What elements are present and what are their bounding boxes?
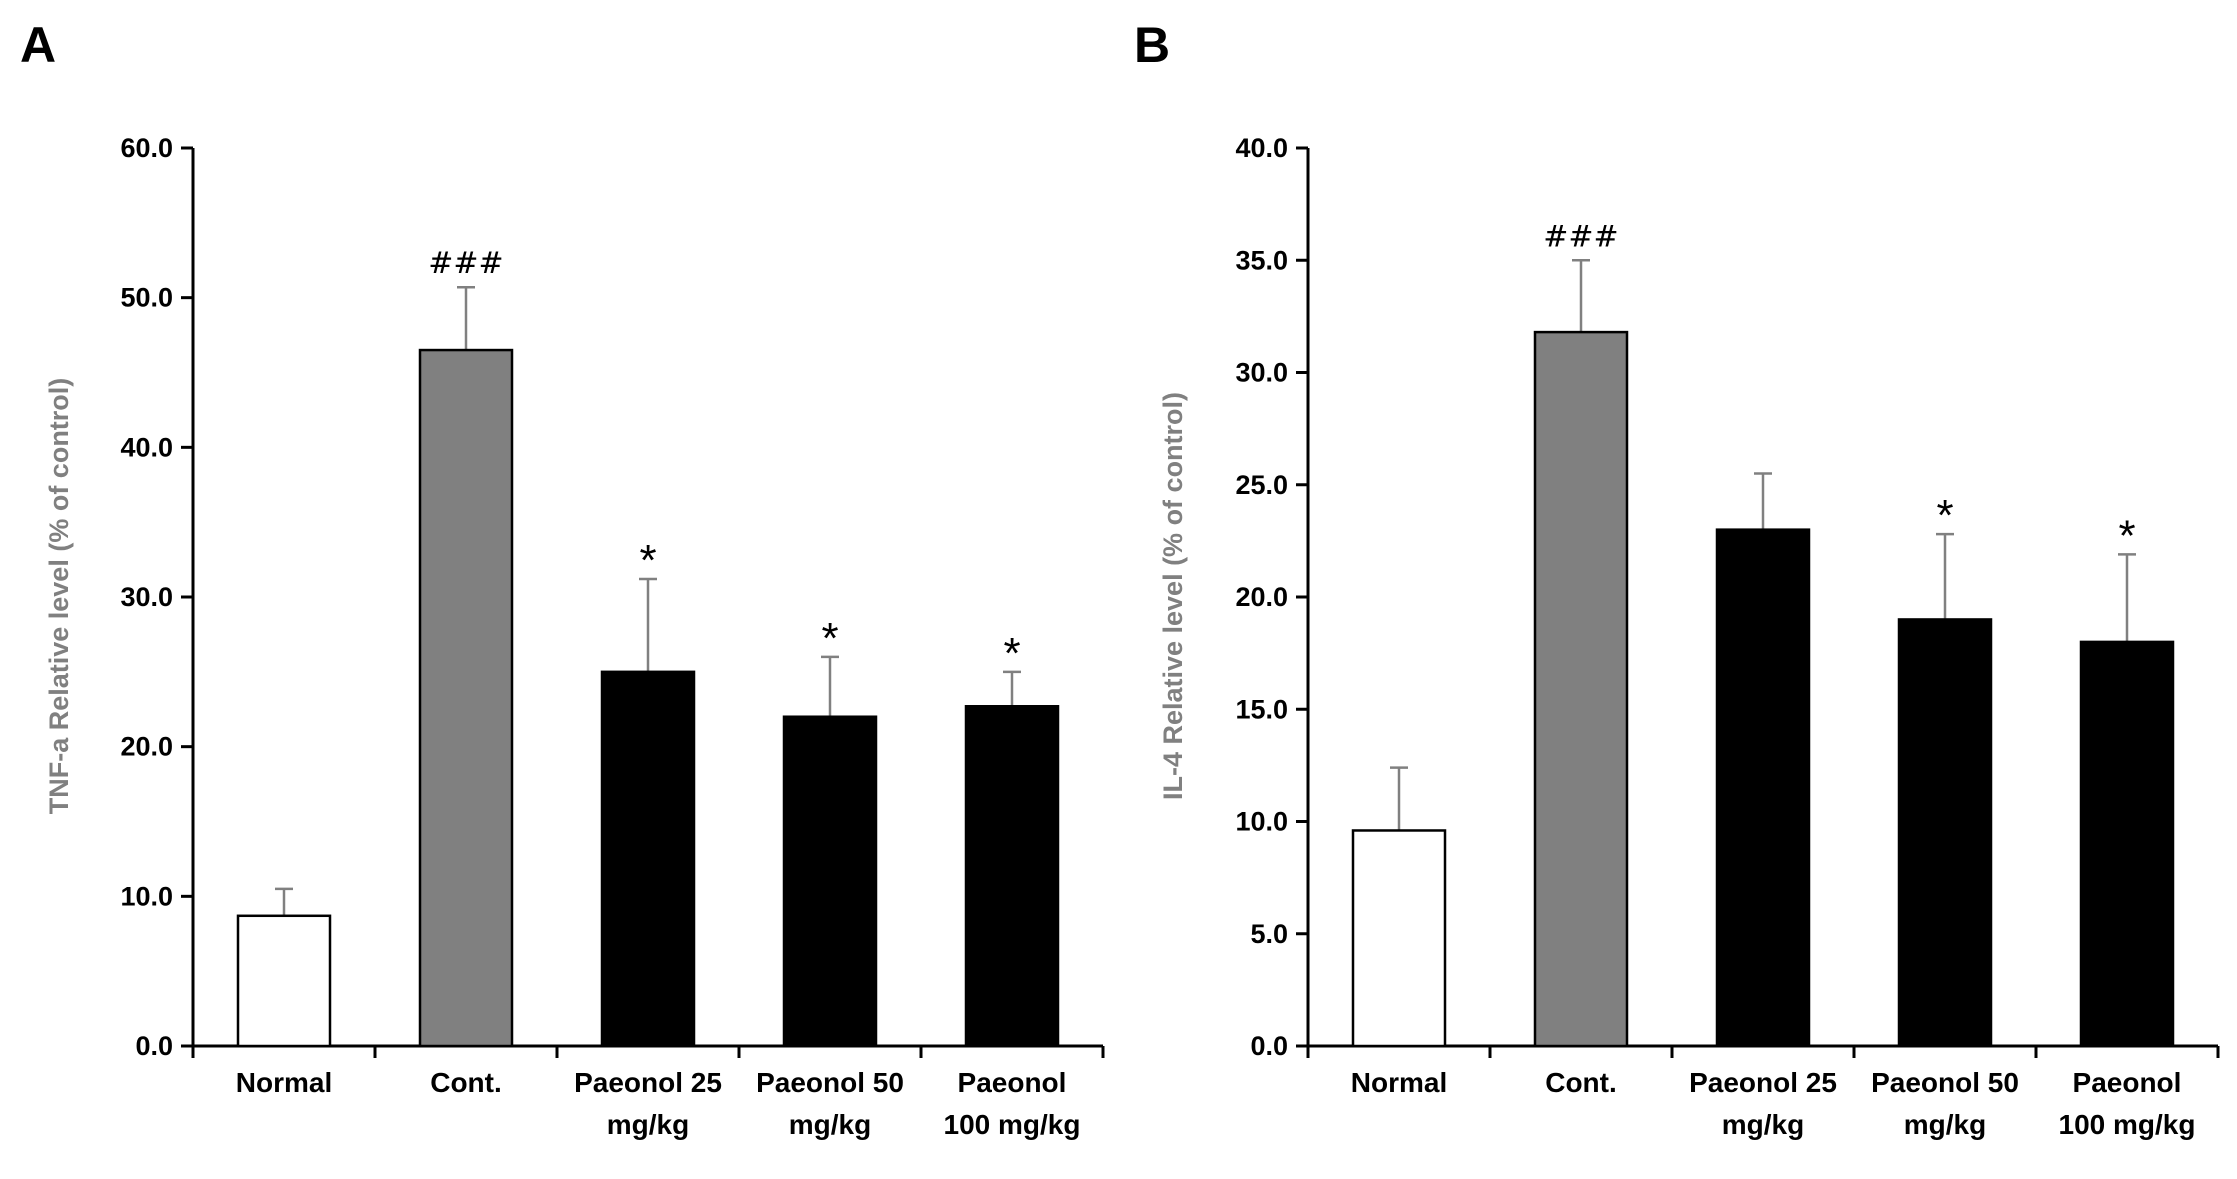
panel-a-annotations: ### * * *: [428, 246, 1020, 678]
panel-b-category-label: mg/kg: [1722, 1109, 1804, 1140]
panel-a-y-tick-label: 40.0: [120, 432, 173, 462]
panel-b-category-label: 100 mg/kg: [2059, 1109, 2196, 1140]
panel-a-bar-5: [964, 705, 1060, 1048]
panel-a-y-tick-label: 50.0: [120, 283, 173, 313]
panel-a-category-label: 100 mg/kg: [944, 1109, 1081, 1140]
panel-b-bar-3: [1715, 528, 1811, 1048]
panel-b-category-labels: Normal Cont. Paeonol 25 mg/kg Paeonol 50 mg/k…: [1351, 1067, 2196, 1140]
panel-a-category-label: mg/kg: [789, 1109, 871, 1140]
panel-b-annotation: *: [1936, 491, 1953, 540]
panel-a-category-label: Normal: [236, 1067, 332, 1098]
panel-a-bars: [236, 348, 1060, 1048]
panel-b-y-tick-label: 30.0: [1235, 358, 1288, 388]
panel-a-category-label: mg/kg: [607, 1109, 689, 1140]
panel-a-x-ticks: [191, 1046, 1105, 1058]
panel-a-error-bars: [275, 285, 1021, 916]
panel-a-y-tick-label: 20.0: [120, 732, 173, 762]
panel-a-category-label: Paeonol 50: [756, 1067, 904, 1098]
panel-a-y-ticks: 0.0 10.0 20.0 30.0 40.0 50.0 60.0: [120, 133, 193, 1061]
panel-b-y-tick-label: 40.0: [1235, 133, 1288, 163]
panel-a-bar-2: [418, 348, 514, 1048]
panel-a-chart: A TNF-a Relative level (% of control) 0.…: [20, 17, 1105, 1140]
panel-b-y-tick-label: 25.0: [1235, 470, 1288, 500]
panel-b-y-ticks: 0.0 5.0 10.0 15.0 20.0 25.0 30.0 35.0 40.0: [1235, 133, 1308, 1061]
panel-a-y-tick-label: 10.0: [120, 881, 173, 911]
panel-b-y-axis-label: IL-4 Relative level (% of control): [1158, 392, 1188, 800]
panel-a-y-tick-label: 60.0: [120, 133, 173, 163]
panel-b-label: B: [1134, 17, 1170, 73]
panel-b-category-label: Paeonol 25: [1689, 1067, 1837, 1098]
panel-a-y-axis-label: TNF-a Relative level (% of control): [44, 378, 74, 815]
panel-b-category-label: Cont.: [1545, 1067, 1617, 1098]
panel-b-bar-2: [1533, 330, 1629, 1048]
panel-b-bar-5: [2079, 640, 2175, 1048]
panel-a-y-tick-label: 0.0: [135, 1031, 173, 1061]
panel-a-category-label: Paeonol: [958, 1067, 1067, 1098]
panel-a-category-label: Paeonol 25: [574, 1067, 722, 1098]
panel-b-error-bars: [1390, 259, 2136, 831]
panel-b-annotation: *: [2118, 511, 2135, 560]
panel-a-annotation: *: [1003, 629, 1020, 678]
panel-a-annotation: *: [639, 536, 656, 585]
panel-b-annotations: ### * *: [1543, 219, 2135, 560]
panel-b-y-tick-label: 0.0: [1250, 1031, 1288, 1061]
panel-b-bar-4: [1897, 618, 1993, 1048]
panel-a-category-label: Cont.: [430, 1067, 502, 1098]
panel-b-category-label: Paeonol: [2073, 1067, 2182, 1098]
panel-b-chart: B IL-4 Relative level (% of control) 0.0…: [1134, 17, 2220, 1140]
panel-a-annotation: *: [821, 614, 838, 663]
panel-b-annotation: ###: [1543, 219, 1618, 254]
panel-a-category-labels: Normal Cont. Paeonol 25 mg/kg Paeonol 50 mg/k…: [236, 1067, 1081, 1140]
panel-a-bar-4: [782, 715, 878, 1048]
panel-a-annotation: ###: [428, 246, 503, 281]
panel-b-y-tick-label: 35.0: [1235, 245, 1288, 275]
panel-b-category-label: mg/kg: [1904, 1109, 1986, 1140]
panel-b-y-tick-label: 10.0: [1235, 807, 1288, 837]
panel-b-y-tick-label: 20.0: [1235, 582, 1288, 612]
panel-b-category-label: Paeonol 50: [1871, 1067, 2019, 1098]
panel-a-label: A: [20, 17, 56, 73]
panel-b-bars: [1351, 330, 2175, 1048]
panel-b-category-label: Normal: [1351, 1067, 1447, 1098]
panel-b-y-tick-label: 15.0: [1235, 694, 1288, 724]
panel-a-y-tick-label: 30.0: [120, 582, 173, 612]
panel-b-y-tick-label: 5.0: [1250, 919, 1288, 949]
panel-a-bar-3: [600, 670, 696, 1048]
panel-b-x-ticks: [1306, 1046, 2220, 1058]
panel-b-bar-1: [1351, 829, 1447, 1048]
panel-a-bar-1: [236, 914, 332, 1048]
